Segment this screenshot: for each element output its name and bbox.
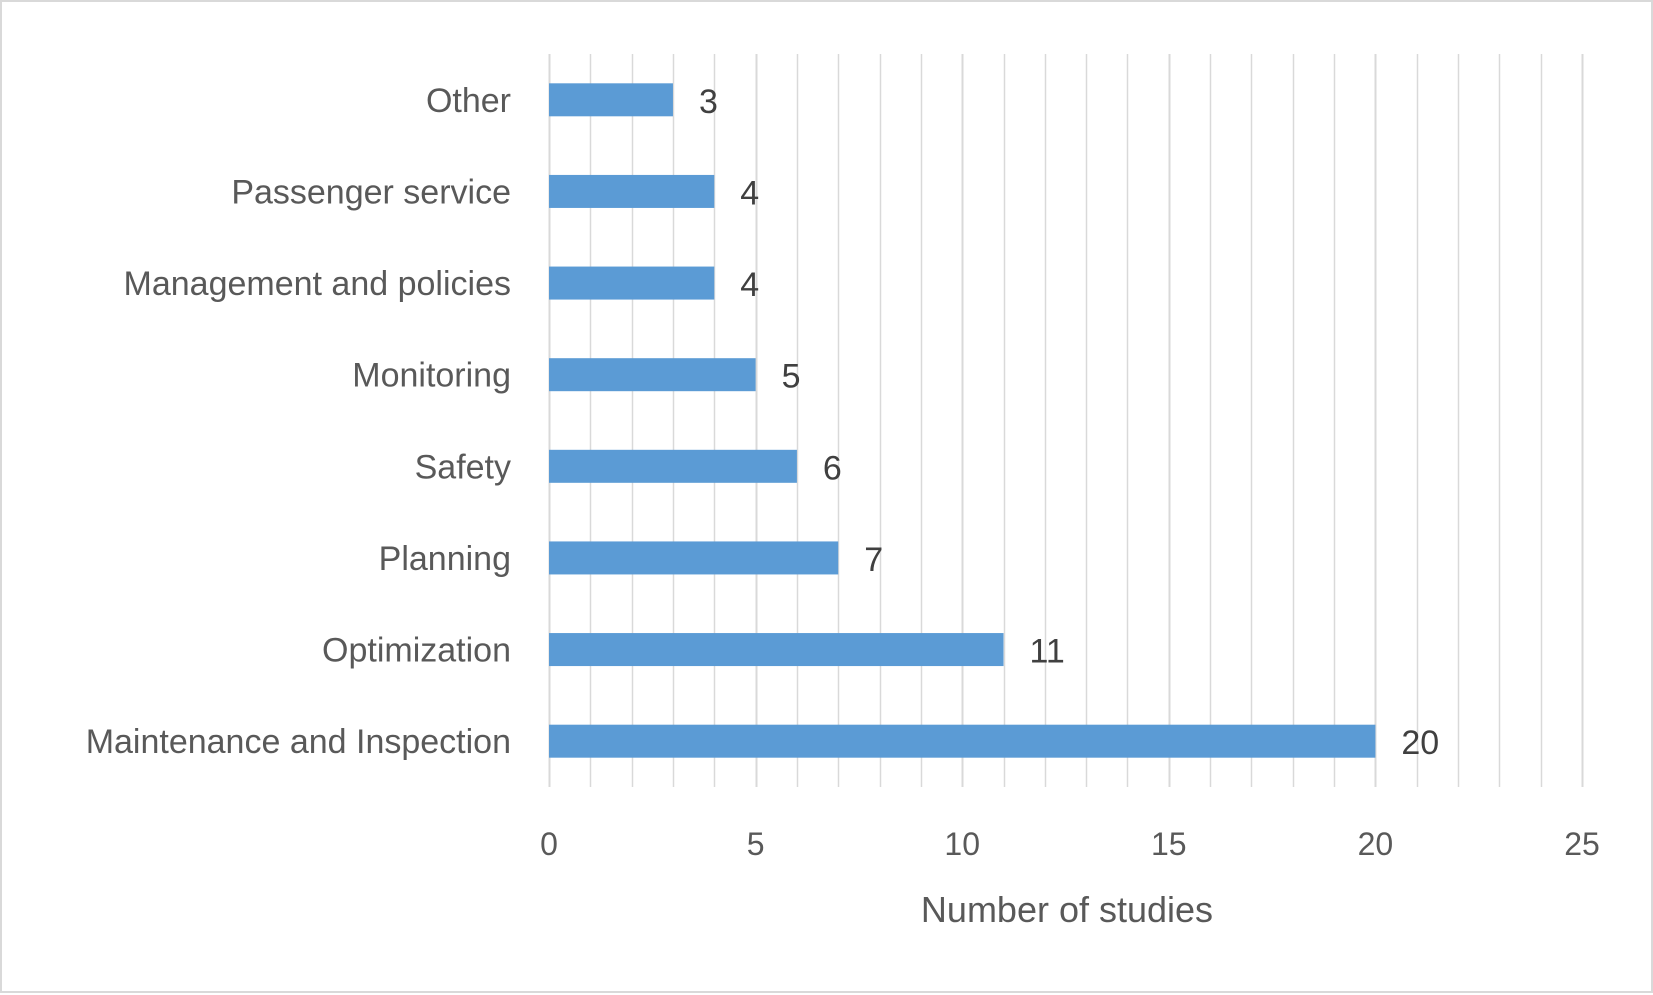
data-label: 4 — [740, 174, 759, 212]
x-tick-label: 25 — [1564, 826, 1600, 862]
bar — [549, 449, 797, 483]
category-label: Management and policies — [124, 265, 511, 303]
data-label: 20 — [1401, 724, 1439, 762]
bar — [549, 724, 1376, 758]
bar — [549, 83, 673, 117]
category-labels: Maintenance and Inspection Optimization Pl… — [86, 82, 511, 761]
x-tick-label: 5 — [747, 826, 765, 862]
category-label: Maintenance and Inspection — [86, 723, 511, 761]
bar — [549, 358, 756, 392]
data-label: 11 — [1030, 633, 1065, 671]
bar — [549, 266, 715, 300]
bar — [549, 174, 715, 208]
category-label: Optimization — [322, 632, 511, 670]
bars — [549, 83, 1376, 758]
bar — [549, 541, 839, 575]
gridlines — [548, 54, 1584, 787]
data-labels: 20 11 7 6 5 4 4 3 — [699, 83, 1439, 762]
category-label: Passenger service — [231, 173, 511, 211]
category-label: Other — [426, 82, 511, 120]
bar — [549, 633, 1004, 667]
x-tick-label: 0 — [540, 826, 558, 862]
data-label: 5 — [782, 358, 801, 396]
x-axis-ticks: 0 5 10 15 20 25 — [540, 826, 1600, 862]
data-label: 4 — [740, 266, 759, 304]
x-tick-label: 15 — [1151, 826, 1187, 862]
category-label: Planning — [379, 540, 511, 578]
category-label: Monitoring — [352, 357, 511, 395]
data-label: 7 — [864, 541, 883, 579]
x-tick-label: 10 — [944, 826, 980, 862]
x-tick-label: 20 — [1358, 826, 1394, 862]
data-label: 3 — [699, 83, 718, 121]
category-label: Safety — [415, 448, 511, 486]
x-axis-title: Number of studies — [921, 889, 1213, 930]
data-label: 6 — [823, 449, 842, 487]
